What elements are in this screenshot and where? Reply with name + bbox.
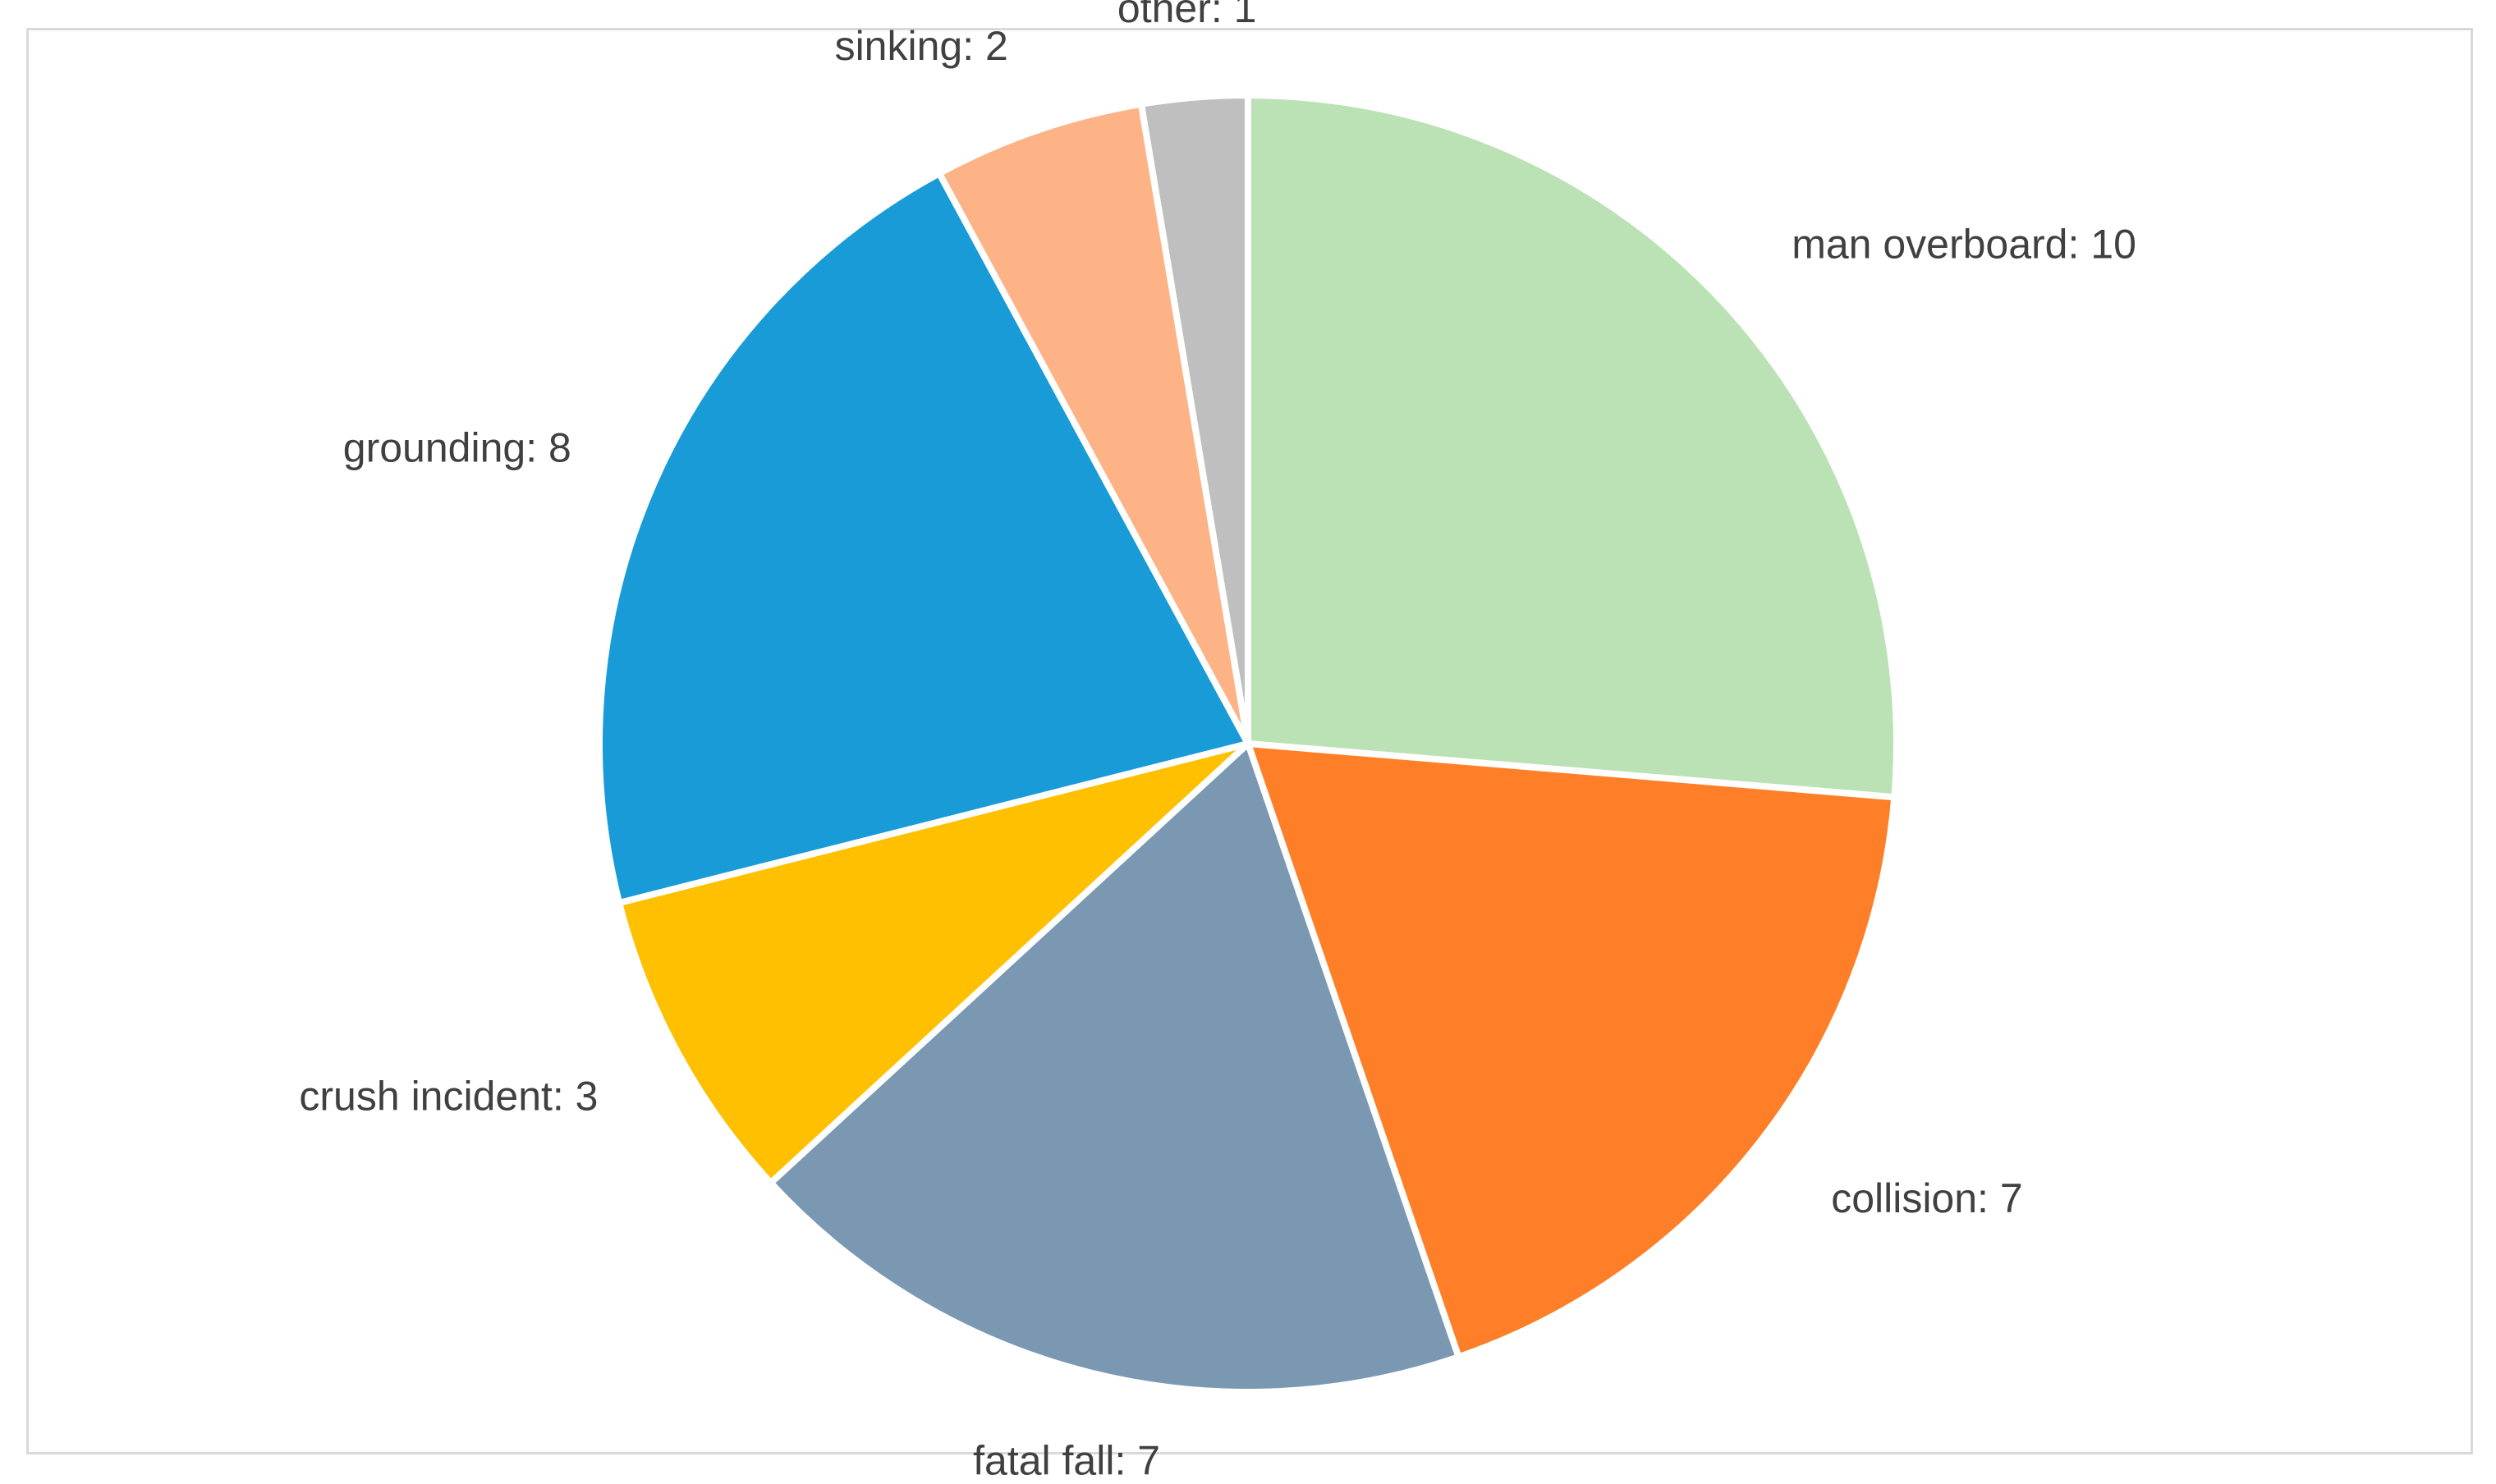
pie-slice-collision[interactable]: [1245, 740, 1898, 1361]
data-label-man-overboard: man overboard: 10: [1792, 221, 2136, 267]
data-label-fatal-fall: fatal fall: 7: [973, 1438, 1160, 1484]
pie-slice-other[interactable]: [1137, 92, 1251, 747]
pie-slice-man-overboard[interactable]: [1245, 92, 1900, 801]
data-label-other: other: 1: [1117, 0, 1257, 31]
pie-labels: man overboard: 10 collision: 7 fatal fall:…: [299, 0, 2136, 1484]
pie-slice-grounding[interactable]: [596, 170, 1251, 906]
data-label-crush-incident: crush incident: 3: [299, 1073, 598, 1119]
pie-slice-sinking[interactable]: [936, 100, 1251, 747]
data-label-sinking: sinking: 2: [835, 23, 1008, 69]
pie-slice-fatal-fall[interactable]: [767, 740, 1462, 1395]
pie-slices: [596, 92, 1900, 1395]
pie-slice-crush-incident[interactable]: [616, 740, 1251, 1187]
data-label-grounding: grounding: 8: [343, 425, 571, 471]
data-label-collision: collision: 7: [1831, 1175, 2022, 1221]
